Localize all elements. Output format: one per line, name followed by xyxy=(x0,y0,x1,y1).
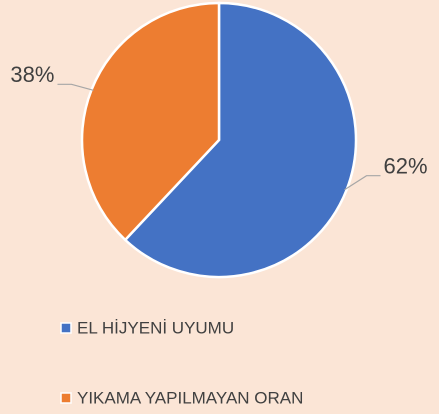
legend-swatch xyxy=(60,322,72,334)
pie-slice xyxy=(123,1,358,279)
legend-swatch xyxy=(60,392,72,404)
leader-line xyxy=(57,83,94,91)
leader-line xyxy=(344,175,381,191)
legend-label: YIKAMA YAPILMAYAN ORAN xyxy=(77,388,303,407)
data-label: 62% xyxy=(384,154,428,179)
legend-label: EL HİJYENİ UYUMU xyxy=(77,318,234,337)
data-label: 38% xyxy=(10,62,54,87)
